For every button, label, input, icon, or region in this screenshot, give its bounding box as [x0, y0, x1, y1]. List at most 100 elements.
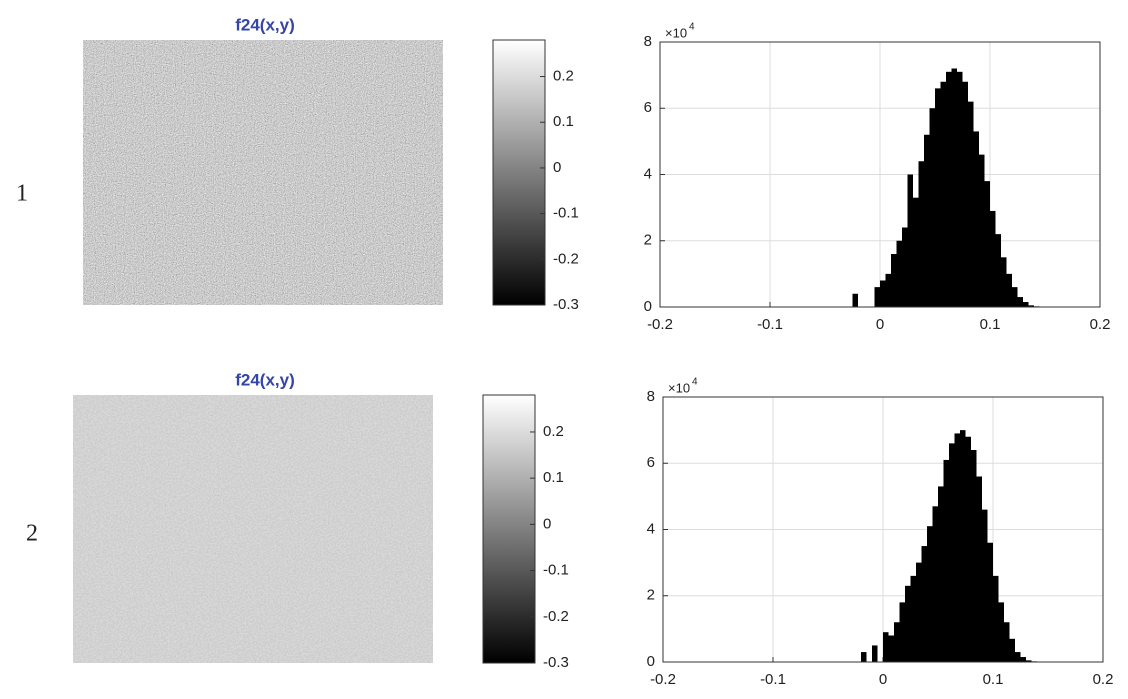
x-tick-label: 0: [879, 671, 887, 688]
bar: [977, 477, 983, 663]
bar: [985, 181, 991, 307]
bar: [999, 602, 1005, 662]
colorbar-tick-label: -0.2: [543, 608, 569, 625]
y-multiplier: ×10: [668, 380, 690, 395]
image-title: f24(x,y): [235, 15, 295, 34]
bar: [916, 563, 922, 662]
y-tick-label: 0: [644, 298, 652, 315]
bar: [949, 443, 955, 662]
bar: [861, 652, 867, 662]
colorbar-tick-label: 0.2: [543, 423, 564, 440]
bar: [963, 82, 969, 307]
colorbar-tick-label: -0.3: [553, 296, 579, 313]
y-tick-label: 2: [644, 232, 652, 249]
bar: [933, 506, 939, 662]
colorbar-tick-label: 0: [553, 159, 561, 176]
colorbar-tick-label: 0: [543, 515, 551, 532]
bar: [905, 586, 911, 662]
bar: [968, 102, 974, 307]
bar: [974, 131, 980, 307]
bar: [894, 622, 900, 662]
y-tick-label: 6: [644, 99, 652, 116]
colorbar-tick-label: -0.2: [553, 250, 579, 267]
bar: [853, 294, 859, 307]
bar: [913, 198, 919, 307]
bar: [908, 175, 914, 308]
bar: [993, 576, 999, 662]
colorbar-tick-label: 0.2: [553, 68, 574, 85]
x-tick-label: 0: [876, 316, 884, 333]
y-tick-label: 6: [647, 454, 655, 471]
bar: [952, 69, 958, 308]
bar: [924, 135, 930, 307]
bar: [979, 155, 985, 307]
bar: [944, 460, 950, 662]
bar: [883, 632, 889, 662]
bar: [889, 636, 895, 663]
bar: [1007, 274, 1013, 307]
bar: [1023, 302, 1029, 307]
bar: [1012, 287, 1018, 307]
bar: [900, 602, 906, 662]
bar: [927, 526, 933, 662]
bar: [1001, 257, 1007, 307]
x-tick-label: 0.2: [1093, 671, 1114, 688]
colorbar-tick-label: 0.1: [543, 469, 564, 486]
y-tick-label: 8: [647, 388, 655, 405]
x-tick-label: 0.1: [980, 316, 1001, 333]
bar: [919, 161, 925, 307]
bar: [886, 274, 892, 307]
y-multiplier-power: 4: [689, 22, 695, 33]
bar: [946, 72, 952, 307]
bar: [897, 241, 903, 307]
bar: [930, 108, 936, 307]
row-label: 2: [26, 521, 38, 547]
colorbar-tick-label: -0.1: [543, 562, 569, 579]
bar: [938, 486, 944, 662]
y-tick-label: 4: [647, 520, 655, 537]
bar: [966, 437, 972, 662]
image-1: [83, 40, 443, 305]
x-tick-label: -0.1: [760, 671, 786, 688]
bar: [955, 433, 961, 662]
x-tick-label: -0.2: [650, 671, 676, 688]
bar: [1018, 297, 1024, 307]
colorbar-1: [493, 40, 545, 305]
y-tick-label: 8: [644, 33, 652, 50]
colorbar-tick-label: -0.3: [543, 654, 569, 671]
y-multiplier-power: 4: [692, 377, 698, 388]
bar: [911, 576, 917, 662]
y-multiplier: ×10: [665, 25, 687, 40]
x-tick-label: 0.1: [983, 671, 1004, 688]
bar: [875, 287, 881, 307]
bar: [872, 645, 878, 662]
bar: [1010, 639, 1016, 662]
bar: [1021, 657, 1027, 662]
bar: [1015, 652, 1021, 662]
bar: [971, 450, 977, 662]
bar: [891, 254, 897, 307]
y-tick-label: 0: [647, 653, 655, 670]
y-tick-label: 2: [647, 587, 655, 604]
row-label: 1: [16, 181, 28, 207]
bar: [880, 281, 886, 308]
bar: [990, 211, 996, 307]
bar: [941, 82, 947, 307]
bar: [996, 234, 1002, 307]
bar: [902, 228, 908, 308]
bar: [957, 72, 963, 307]
image-title: f24(x,y): [235, 370, 295, 389]
x-tick-label: 0.2: [1090, 316, 1111, 333]
bar: [922, 546, 928, 662]
x-tick-label: -0.1: [757, 316, 783, 333]
image-2: [73, 395, 433, 663]
colorbar-tick-label: 0.1: [553, 113, 574, 130]
bar: [960, 430, 966, 662]
y-tick-label: 4: [644, 165, 652, 182]
bar: [1004, 622, 1010, 662]
x-tick-label: -0.2: [647, 316, 673, 333]
colorbar-tick-label: -0.1: [553, 205, 579, 222]
colorbar-2: [483, 395, 535, 663]
bar: [982, 510, 988, 662]
